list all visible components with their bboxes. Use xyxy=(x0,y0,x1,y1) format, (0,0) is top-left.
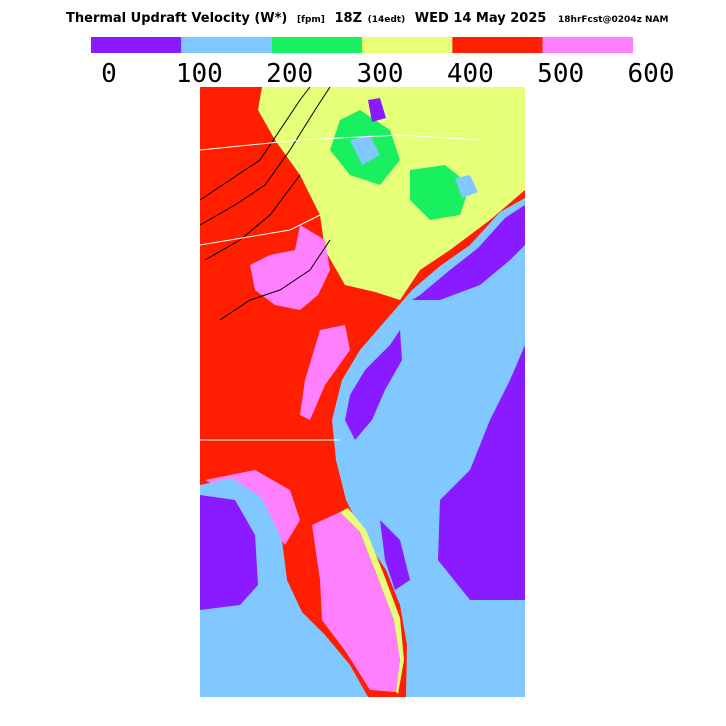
region-purple xyxy=(368,98,386,122)
colorbar-tick-label: 300 xyxy=(357,59,404,89)
region-blue xyxy=(455,175,478,198)
gulf-purple xyxy=(200,495,258,610)
colorbar-segment xyxy=(452,37,543,53)
title-local-time: (14edt) xyxy=(368,15,406,25)
florida-pink xyxy=(312,512,400,692)
region-pink xyxy=(300,325,350,420)
title-units: [fpm] xyxy=(297,15,325,25)
title-main: Thermal Updraft Velocity (W*) xyxy=(66,11,287,26)
colorbar-tick-label: 600 xyxy=(628,59,675,89)
colorbar-tick-label: 100 xyxy=(176,59,223,89)
florida-coast xyxy=(340,508,404,694)
region-blue xyxy=(350,135,380,165)
colorbar-tick-label: 500 xyxy=(537,59,584,89)
region-green xyxy=(410,165,470,220)
map xyxy=(199,86,525,697)
title-forecast: 18hrFcst@0204z NAM xyxy=(558,15,668,25)
region-pink xyxy=(250,225,330,310)
borders xyxy=(199,134,481,441)
contours xyxy=(199,86,331,321)
title-date: WED 14 May 2025 xyxy=(415,11,547,26)
colorbar-segment xyxy=(542,37,633,53)
title-time: 18Z xyxy=(334,11,362,26)
ocean-purple xyxy=(438,345,525,600)
ocean-purple xyxy=(380,520,410,590)
ocean-purple xyxy=(345,330,402,440)
colorbar-segment xyxy=(91,37,182,53)
colorbar-segment xyxy=(271,37,362,53)
colorbar-segment xyxy=(181,37,272,53)
colorbar: 0 100 200 300 400 500 600 xyxy=(91,37,674,89)
colorbar-tick-label: 0 xyxy=(101,59,117,89)
colorbar-segment xyxy=(362,37,453,53)
colorbar-tick-label: 400 xyxy=(447,59,494,89)
ocean-purple xyxy=(412,205,525,300)
colorbar-tick-label: 200 xyxy=(266,59,313,89)
title: Thermal Updraft Velocity (W*) [fpm] 18Z … xyxy=(66,7,668,26)
